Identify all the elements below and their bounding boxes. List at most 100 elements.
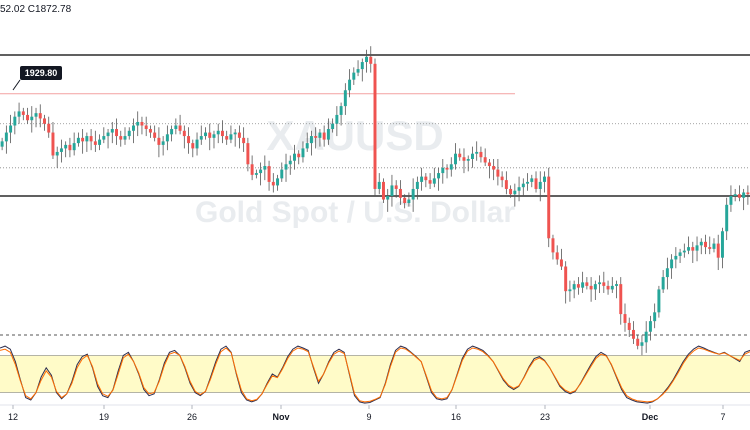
- candle: [500, 171, 504, 188]
- candle-body: [678, 252, 682, 256]
- candle-body: [521, 183, 525, 188]
- candle-body: [284, 164, 288, 170]
- candle: [326, 118, 330, 145]
- candle: [195, 132, 199, 156]
- candle: [305, 132, 309, 152]
- candle: [720, 227, 724, 269]
- candle-body: [165, 134, 169, 142]
- candle: [174, 118, 178, 135]
- candle-body: [204, 132, 207, 137]
- candle: [441, 158, 445, 184]
- candle-body: [589, 285, 593, 290]
- candle: [390, 174, 394, 207]
- candle: [64, 141, 68, 158]
- candle-body: [199, 136, 203, 140]
- candle: [627, 317, 631, 337]
- candle: [280, 162, 284, 182]
- candle-body: [509, 188, 513, 195]
- candle-body: [144, 125, 148, 130]
- candle: [153, 125, 157, 142]
- candle: [38, 104, 42, 128]
- stoch-d-line: [0, 347, 750, 403]
- candle-body: [153, 132, 157, 138]
- candle: [593, 280, 597, 300]
- candle-body: [381, 181, 385, 200]
- watermark: XAUUSD Gold Spot / U.S. Dollar: [195, 112, 515, 229]
- candle-body: [254, 173, 258, 175]
- candle: [742, 188, 746, 211]
- candle: [352, 67, 356, 85]
- candle: [356, 60, 360, 77]
- candle-body: [17, 111, 21, 117]
- candle-body: [318, 132, 322, 138]
- candle: [123, 127, 127, 145]
- candle-body: [72, 143, 76, 151]
- candle-body: [43, 118, 46, 124]
- candle-body: [640, 342, 644, 346]
- candle: [729, 185, 733, 212]
- candle-body: [432, 178, 436, 184]
- candle-body: [331, 123, 335, 130]
- candle: [191, 139, 195, 158]
- candle-body: [733, 194, 737, 196]
- candle: [250, 155, 254, 181]
- stoch-band: [0, 355, 750, 393]
- candle-body: [712, 243, 716, 249]
- candle-body: [348, 79, 352, 91]
- candle-body: [517, 187, 521, 191]
- candle: [661, 270, 665, 293]
- candle: [737, 185, 741, 202]
- candle: [271, 173, 275, 193]
- candle-body: [398, 188, 402, 198]
- candle-body: [191, 143, 195, 149]
- candle: [237, 125, 241, 149]
- candle-body: [670, 259, 674, 269]
- candle-body: [458, 153, 462, 158]
- candle-body: [26, 114, 30, 121]
- candle: [576, 277, 580, 295]
- candle: [331, 118, 335, 133]
- candle-body: [140, 121, 144, 126]
- candle-body: [55, 151, 59, 156]
- candle-body: [386, 196, 390, 200]
- candle-body: [360, 62, 364, 70]
- candle-body: [729, 196, 733, 205]
- candle-body: [208, 132, 212, 138]
- candle-body: [593, 284, 597, 290]
- candle-body: [352, 72, 356, 80]
- candle: [475, 141, 479, 161]
- candle: [386, 188, 390, 212]
- candle: [415, 176, 419, 200]
- candle-body: [178, 125, 182, 131]
- candle: [551, 234, 555, 260]
- candle: [322, 125, 326, 147]
- candle: [26, 107, 30, 124]
- candle: [76, 132, 80, 147]
- candle-body: [47, 123, 51, 133]
- candle: [293, 144, 296, 170]
- candle: [365, 49, 369, 73]
- candle: [21, 107, 25, 121]
- candle-body: [174, 125, 178, 130]
- candle-body: [475, 151, 479, 154]
- candle-body: [742, 192, 746, 198]
- time-axis[interactable]: 12 19 26 Nov 9 16 23 Dec 7: [0, 404, 750, 422]
- candle: [178, 114, 182, 135]
- candle: [68, 137, 72, 158]
- candle: [233, 129, 237, 147]
- candle-body: [356, 69, 360, 73]
- candle-body: [462, 157, 466, 161]
- price-annotation[interactable]: 1929.80: [12, 66, 62, 91]
- candle: [492, 158, 496, 181]
- candle-body: [30, 116, 34, 121]
- candle-body: [293, 153, 296, 161]
- candle: [619, 277, 623, 325]
- candle-body: [411, 188, 415, 200]
- candle-body: [369, 56, 373, 64]
- candle-body: [687, 247, 691, 251]
- candle-body: [59, 148, 63, 152]
- candle: [157, 127, 161, 158]
- x-tick-label: Nov: [272, 412, 289, 422]
- candle-body: [225, 136, 229, 140]
